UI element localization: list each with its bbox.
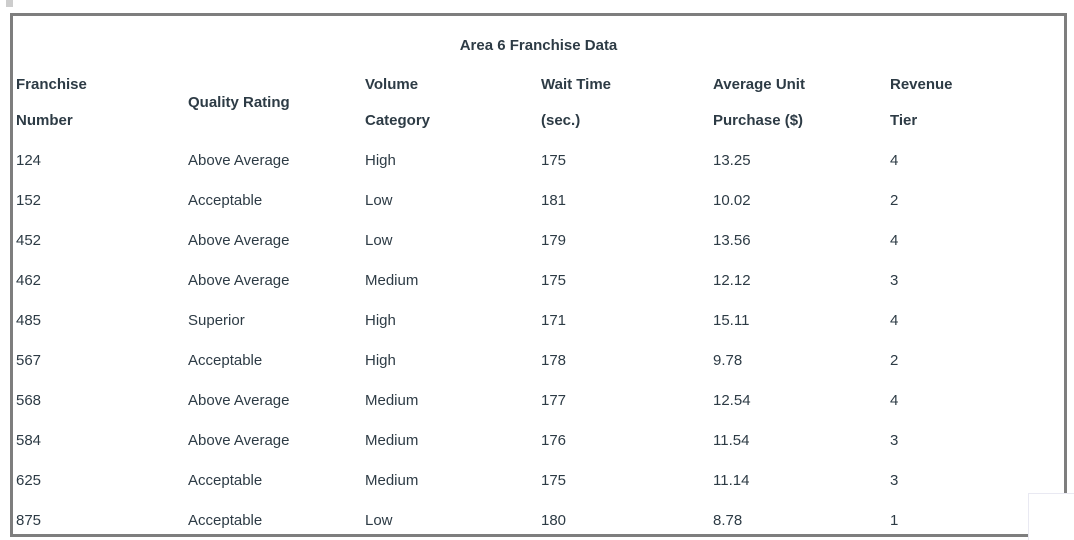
cell-revenue-tier: 4	[890, 311, 899, 329]
table-row: 568 Above Average Medium 177 12.54 4	[13, 380, 1064, 420]
cell-avg-unit-purchase: 15.11	[713, 311, 750, 329]
cell-revenue-tier: 3	[890, 471, 899, 489]
cell-franchise-number: 625	[16, 471, 42, 489]
table-row: 567 Acceptable High 178 9.78 2	[13, 340, 1064, 380]
cell-wait-time: 179	[541, 231, 567, 249]
cell-wait-time: 175	[541, 271, 567, 289]
cell-quality-rating: Above Average	[188, 151, 290, 169]
col-header-quality-rating: Quality Rating	[188, 66, 365, 140]
cell-franchise-number: 584	[16, 431, 42, 449]
table-row: 462 Above Average Medium 175 12.12 3	[13, 260, 1064, 300]
col-header-average-unit-purchase: Average Unit Purchase ($)	[713, 66, 890, 140]
cell-revenue-tier: 4	[890, 151, 899, 169]
cell-quality-rating: Acceptable	[188, 351, 263, 369]
table-row: 485 Superior High 171 15.11 4	[13, 300, 1064, 340]
table-row: 452 Above Average Low 179 13.56 4	[13, 220, 1064, 260]
cell-avg-unit-purchase: 9.78	[713, 351, 743, 369]
cell-volume-category: Medium	[365, 431, 419, 449]
header-line: Wait Time	[541, 76, 612, 93]
cell-volume-category: Medium	[365, 271, 419, 289]
cell-revenue-tier: 4	[890, 231, 899, 249]
cell-wait-time: 175	[541, 151, 567, 169]
cell-wait-time: 180	[541, 511, 567, 529]
cell-avg-unit-purchase: 11.14	[713, 471, 750, 489]
cell-wait-time: 171	[541, 311, 567, 329]
cell-franchise-number: 452	[16, 231, 42, 249]
cell-quality-rating: Above Average	[188, 431, 290, 449]
cell-avg-unit-purchase: 12.12	[713, 271, 751, 289]
cell-franchise-number: 124	[16, 151, 42, 169]
header-line: Quality Rating	[188, 94, 290, 111]
cell-franchise-number: 152	[16, 191, 42, 209]
cell-revenue-tier: 3	[890, 271, 899, 289]
cell-volume-category: Medium	[365, 391, 419, 409]
cell-revenue-tier: 3	[890, 431, 899, 449]
header-line: Average Unit	[713, 76, 805, 93]
cell-quality-rating: Above Average	[188, 271, 290, 289]
cell-volume-category: Low	[365, 511, 393, 529]
cell-avg-unit-purchase: 13.25	[713, 151, 751, 169]
cell-avg-unit-purchase: 8.78	[713, 511, 743, 529]
cell-wait-time: 176	[541, 431, 567, 449]
overlay-panel-corner	[1028, 493, 1074, 540]
cell-revenue-tier: 1	[890, 511, 899, 529]
cell-wait-time: 181	[541, 191, 567, 209]
cell-volume-category: High	[365, 311, 396, 329]
cell-avg-unit-purchase: 13.56	[713, 231, 751, 249]
cell-wait-time: 178	[541, 351, 567, 369]
table-row: 584 Above Average Medium 176 11.54 3	[13, 420, 1064, 460]
table-row: 152 Acceptable Low 181 10.02 2	[13, 180, 1064, 220]
table-header-row: Franchise Number Quality Rating Volume C…	[13, 66, 1064, 140]
cell-revenue-tier: 2	[890, 191, 899, 209]
cell-volume-category: Medium	[365, 471, 419, 489]
cell-franchise-number: 568	[16, 391, 42, 409]
cell-avg-unit-purchase: 12.54	[713, 391, 751, 409]
cell-quality-rating: Acceptable	[188, 191, 263, 209]
cell-quality-rating: Above Average	[188, 391, 290, 409]
cell-franchise-number: 567	[16, 351, 42, 369]
header-line: Number	[16, 112, 73, 129]
col-header-revenue-tier: Revenue Tier	[890, 66, 1064, 140]
col-header-franchise-number: Franchise Number	[13, 66, 188, 140]
header-line: (sec.)	[541, 112, 581, 129]
table-row: 875 Acceptable Low 180 8.78 1	[13, 500, 1064, 534]
cell-volume-category: High	[365, 151, 396, 169]
col-header-volume-category: Volume Category	[365, 66, 541, 140]
header-line: Revenue	[890, 76, 953, 93]
cell-quality-rating: Acceptable	[188, 511, 263, 529]
header-line: Tier	[890, 112, 918, 129]
cell-franchise-number: 875	[16, 511, 42, 529]
cell-franchise-number: 485	[16, 311, 42, 329]
cell-volume-category: Low	[365, 231, 393, 249]
cell-quality-rating: Acceptable	[188, 471, 263, 489]
cell-quality-rating: Above Average	[188, 231, 290, 249]
table-row: 625 Acceptable Medium 175 11.14 3	[13, 460, 1064, 500]
header-line: Purchase ($)	[713, 112, 804, 129]
header-line: Volume	[365, 76, 419, 93]
table-title: Area 6 Franchise Data	[459, 37, 618, 54]
header-line: Category	[365, 112, 431, 129]
cell-volume-category: Low	[365, 191, 393, 209]
cell-avg-unit-purchase: 11.54	[713, 431, 750, 449]
table-row: 124 Above Average High 175 13.25 4	[13, 140, 1064, 180]
cell-wait-time: 175	[541, 471, 567, 489]
decorative-corner-mark	[6, 0, 13, 7]
cell-franchise-number: 462	[16, 271, 42, 289]
col-header-wait-time: Wait Time (sec.)	[541, 66, 713, 140]
cell-volume-category: High	[365, 351, 396, 369]
header-line: Franchise	[16, 76, 87, 93]
cell-revenue-tier: 4	[890, 391, 899, 409]
franchise-data-table: Area 6 Franchise Data Franchise Number Q…	[10, 13, 1067, 537]
cell-wait-time: 177	[541, 391, 567, 409]
cell-avg-unit-purchase: 10.02	[713, 191, 751, 209]
cell-quality-rating: Superior	[188, 311, 245, 329]
cell-revenue-tier: 2	[890, 351, 899, 369]
